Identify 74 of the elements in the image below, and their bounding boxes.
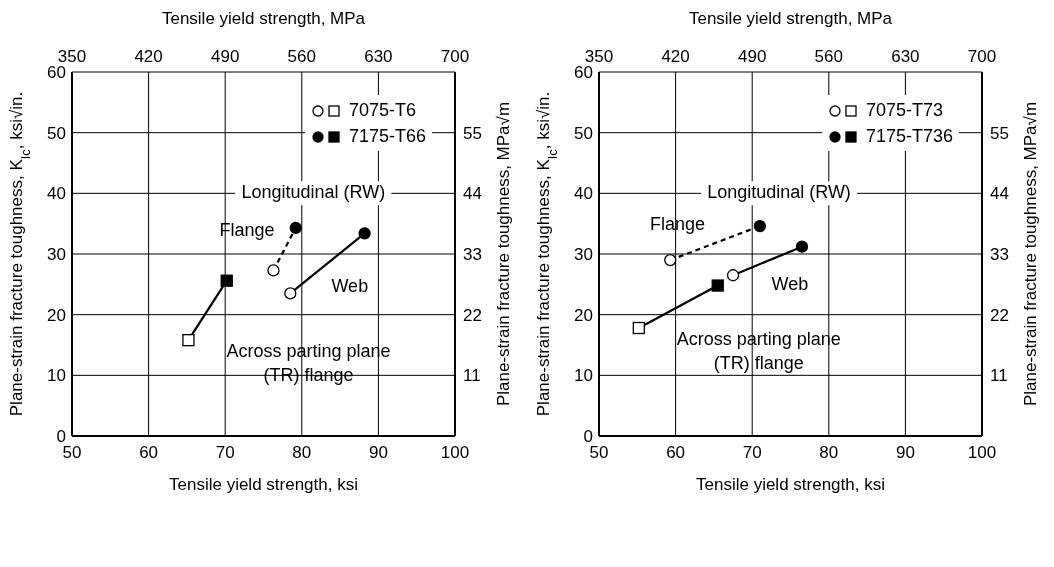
- y2-tick-label: 11: [990, 366, 1008, 386]
- x2-tick-label: 490: [211, 47, 240, 66]
- legend-entry: 7175-T736: [827, 123, 953, 149]
- y-tick-label: 40: [574, 184, 593, 204]
- y2-tick-label: 55: [990, 123, 1009, 143]
- y2-tick-label: 44: [990, 184, 1009, 204]
- point: [795, 240, 809, 253]
- x2-tick-label: 560: [814, 47, 843, 66]
- y-tick-label: 20: [574, 305, 593, 325]
- legend-label: 7175-T736: [865, 126, 953, 146]
- y2-tick-label: 44: [463, 184, 482, 204]
- x2-tick-label: 560: [287, 47, 316, 66]
- point: [267, 264, 280, 277]
- x2-tick-label: 350: [57, 47, 87, 66]
- x2-tick-label: 630: [891, 47, 920, 66]
- annotation: Longitudinal (RW): [707, 181, 851, 202]
- point: [726, 269, 740, 282]
- x-tick-label: 90: [895, 443, 915, 463]
- x2-tick-label: 700: [440, 47, 470, 66]
- x2-tick-label: 700: [967, 47, 997, 66]
- x-tick-label: 90: [368, 443, 388, 463]
- x-axis-title: Tensile yield strength, ksi: [169, 475, 358, 494]
- x2-tick-label: 490: [738, 47, 767, 66]
- x-tick-label: 60: [666, 443, 686, 463]
- y-tick-label: 10: [47, 366, 66, 386]
- legend-entry: 7075-T73: [827, 97, 953, 123]
- legend-label: 7175-T66: [348, 126, 426, 146]
- legend-entry: 7075-T6: [310, 97, 426, 123]
- series-label: Web: [331, 276, 369, 297]
- x2-tick-label: 420: [661, 47, 690, 66]
- point: [182, 334, 195, 347]
- x-tick-label: 60: [139, 443, 159, 463]
- legend-label: 7075-T73: [865, 100, 943, 120]
- point: [358, 227, 371, 240]
- x-tick-label: 100: [440, 443, 470, 463]
- x2-tick-label: 630: [364, 47, 393, 66]
- x-tick-label: 70: [742, 443, 762, 463]
- point: [664, 253, 677, 267]
- y-tick-label: 10: [574, 366, 593, 386]
- x-tick-label: 80: [292, 443, 312, 463]
- y2-tick-label: 33: [463, 245, 482, 265]
- y-tick-label: 40: [47, 184, 66, 204]
- y2-axis-title: Plane-strain fracture toughness, MPa√m: [1021, 101, 1040, 407]
- x2-axis-title: Tensile yield strength, MPa: [688, 9, 893, 28]
- y2-tick-label: 55: [463, 123, 482, 143]
- x-tick-label: 100: [967, 443, 997, 463]
- point: [632, 321, 645, 335]
- y-tick-label: 60: [574, 63, 593, 83]
- y2-tick-label: 22: [463, 305, 482, 325]
- y-tick-label: 60: [47, 63, 66, 83]
- y2-tick-label: 22: [990, 305, 1009, 325]
- legend-label: 7075-T6: [348, 100, 416, 120]
- point: [711, 279, 724, 292]
- x2-tick-label: 350: [584, 47, 614, 66]
- x-tick-label: 80: [819, 443, 839, 463]
- y2-axis-title: Plane-strain fracture toughness, MPa√m: [494, 101, 513, 407]
- point: [220, 274, 233, 287]
- point: [289, 221, 302, 235]
- legend-entry: 7175-T66: [310, 123, 426, 149]
- point: [753, 219, 767, 233]
- series-label: Web: [771, 273, 809, 294]
- annotation: Longitudinal (RW): [241, 181, 386, 202]
- x2-axis-title: Tensile yield strength, MPa: [161, 9, 366, 28]
- y-tick-label: 50: [574, 123, 593, 143]
- x-tick-label: 70: [215, 443, 235, 463]
- y-tick-label: 50: [47, 123, 66, 143]
- y2-tick-label: 33: [990, 245, 1009, 265]
- point: [284, 287, 297, 300]
- y-tick-label: 30: [47, 245, 66, 265]
- x2-tick-label: 420: [134, 47, 163, 66]
- y-tick-label: 30: [574, 245, 593, 265]
- y-tick-label: 20: [47, 305, 66, 325]
- x-axis-title: Tensile yield strength, ksi: [696, 475, 885, 494]
- y2-tick-label: 11: [463, 366, 481, 386]
